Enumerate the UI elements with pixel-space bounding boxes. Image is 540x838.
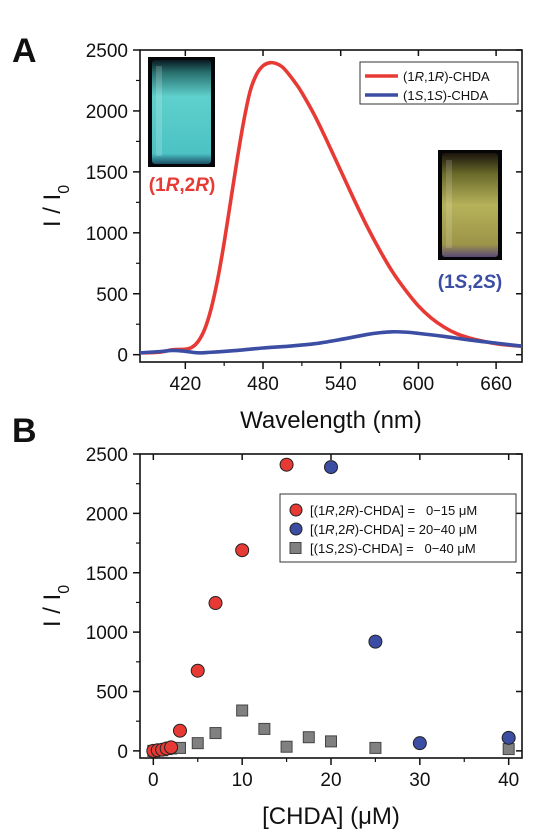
b-legend-swatch-2 bbox=[289, 542, 302, 554]
b-point-circle bbox=[279, 457, 294, 472]
panel-label-a: A bbox=[12, 32, 37, 70]
panel-label-b: B bbox=[12, 412, 37, 450]
b-point-circle bbox=[368, 634, 383, 649]
b-legend-label-0: [(1R,2R)-CHDA] = 0−15 μM bbox=[310, 503, 477, 518]
a-y-axis-label: I / I0 bbox=[39, 185, 73, 227]
b-point-square bbox=[236, 704, 249, 717]
a-vial-label-1: (1S,2S) bbox=[438, 272, 502, 293]
b-point-square bbox=[209, 727, 222, 740]
b-x-axis-label: [CHDA] (μM) bbox=[262, 803, 400, 830]
b-point-square bbox=[369, 741, 382, 754]
a-y-tick-label: 2000 bbox=[86, 102, 128, 123]
a-x-tick-label: 420 bbox=[169, 374, 201, 395]
b-point-square bbox=[502, 743, 515, 756]
b-point-circle bbox=[208, 596, 223, 611]
b-point-square bbox=[258, 722, 271, 735]
b-legend-label-2: [(1S,2S)-CHDA] = 0−40 μM bbox=[310, 541, 476, 556]
b-legend: [(1R,2R)-CHDA] = 0−15 μM [(1R,2R)-CHDA] =… bbox=[279, 493, 517, 563]
b-legend-swatch-0 bbox=[289, 503, 303, 517]
a-y-tick-label: 1500 bbox=[86, 163, 128, 184]
panel-b-plot: 0 10 20 30 40 0 500 1000 1500 2000 2500 [CHDA] (μM)… bbox=[39, 445, 523, 830]
b-x-tick-label: 0 bbox=[148, 770, 159, 791]
b-point-square bbox=[191, 737, 204, 750]
b-x-tick-label: 20 bbox=[320, 770, 341, 791]
a-x-axis-label: Wavelength (nm) bbox=[240, 407, 422, 434]
b-y-tick-label: 1000 bbox=[86, 623, 128, 644]
b-point-square bbox=[280, 740, 293, 753]
a-series-line-0 bbox=[140, 60, 522, 355]
a-legend-label-0: (1R,1R)-CHDA bbox=[403, 69, 490, 84]
b-legend-swatch-1 bbox=[289, 522, 303, 536]
b-x-tick-label: 40 bbox=[498, 770, 519, 791]
a-y-tick-label: 500 bbox=[96, 285, 128, 306]
a-plot-frame bbox=[139, 49, 523, 363]
a-x-tick-label: 540 bbox=[325, 374, 357, 395]
b-y-tick-label: 2000 bbox=[86, 504, 128, 525]
a-vial-photo-1s2s bbox=[438, 150, 502, 260]
b-point-square bbox=[302, 731, 315, 744]
a-y-tick-label: 0 bbox=[117, 346, 128, 367]
b-point-circle bbox=[501, 730, 516, 745]
b-point-circle bbox=[324, 460, 338, 475]
b-point-circle bbox=[164, 740, 179, 755]
b-y-tick-label: 500 bbox=[96, 683, 128, 704]
b-x-tick-label: 30 bbox=[409, 770, 430, 791]
b-y-tick-label: 2500 bbox=[86, 445, 128, 466]
a-vial-photo-1r2r bbox=[148, 57, 215, 167]
b-y-tick-label: 1500 bbox=[86, 564, 128, 585]
b-y-axis-label: I / I0 bbox=[39, 585, 73, 627]
a-series-line-1 bbox=[140, 329, 522, 355]
b-legend-box bbox=[279, 493, 517, 563]
b-point-circle bbox=[190, 663, 205, 678]
panel-a-plot: 420 480 540 600 660 0 500 1000 1500 2000 2500 Wavel… bbox=[39, 41, 523, 434]
a-x-tick-label: 480 bbox=[247, 374, 279, 395]
a-legend-box bbox=[359, 61, 519, 105]
b-point-circle bbox=[412, 736, 427, 751]
b-x-tick-label: 10 bbox=[232, 770, 253, 791]
a-x-tick-label: 660 bbox=[480, 374, 512, 395]
b-legend-label-1: [(1R,2R)-CHDA] = 20−40 μM bbox=[310, 522, 477, 537]
a-x-tick-label: 600 bbox=[403, 374, 435, 395]
a-legend-label-1: (1S,1S)-CHDA bbox=[403, 88, 489, 103]
b-point-square bbox=[325, 735, 337, 748]
b-point-circle bbox=[235, 543, 250, 558]
a-y-tick-label: 1000 bbox=[86, 224, 128, 245]
a-y-tick-label: 2500 bbox=[86, 41, 128, 62]
a-vial-label-0: (1R,2R) bbox=[149, 175, 216, 196]
a-legend: (1R,1R)-CHDA (1S,1S)-CHDA bbox=[359, 61, 519, 105]
b-y-tick-label: 0 bbox=[117, 742, 128, 763]
b-point-circle bbox=[172, 723, 187, 738]
